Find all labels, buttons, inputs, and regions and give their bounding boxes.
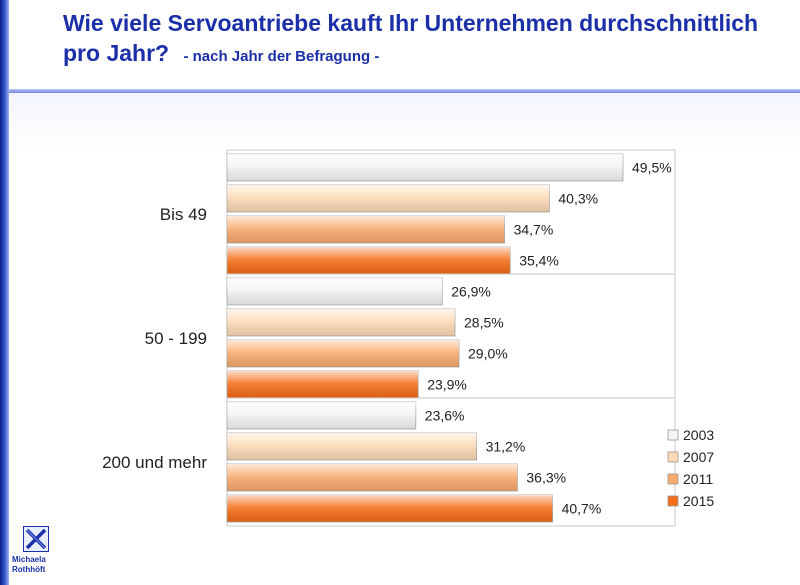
bar-shading	[227, 433, 477, 460]
data-label: 40,3%	[558, 191, 598, 207]
legend-swatch	[667, 473, 679, 485]
legend-swatch	[667, 451, 679, 463]
chart-area: Bis 49 49,5% 40,3% 34,7% 35,4% 50 - 199 26,9% 2…	[9, 93, 800, 585]
bar-shading	[227, 340, 459, 367]
header: Wie viele Servoantriebe kauft Ihr Untern…	[9, 0, 800, 88]
data-label: 35,4%	[519, 253, 559, 269]
legend-item: 2003	[667, 427, 714, 443]
bar-shading	[227, 402, 416, 429]
bar-shading	[227, 464, 518, 491]
logo-x-icon	[23, 526, 49, 552]
category-label: 200 und mehr	[102, 453, 207, 472]
data-label: 31,2%	[486, 439, 526, 455]
data-label: 28,5%	[464, 315, 504, 331]
bar-shading	[227, 309, 455, 336]
data-label: 26,9%	[451, 284, 491, 300]
category-label: 50 - 199	[145, 329, 207, 348]
legend-label: 2011	[683, 471, 713, 487]
bar-group: 50 - 199 26,9% 28,5% 29,0%23,9%	[145, 273, 676, 403]
legend: 2003 2007 2011 2015	[667, 427, 714, 509]
bar-shading	[227, 185, 550, 212]
page-title: Wie viele Servoantriebe kauft Ihr Untern…	[63, 8, 793, 72]
legend-item: 2011	[667, 471, 713, 487]
data-label: 23,6%	[425, 408, 465, 424]
category-label: Bis 49	[160, 205, 207, 224]
legend-item: 2007	[667, 449, 714, 465]
logo-text: Michaela Rothhöft	[12, 555, 62, 575]
legend-label: 2003	[683, 427, 714, 443]
legend-item: 2015	[667, 493, 714, 509]
bar-group: 200 und mehr 23,6% 31,2%36,3% 40,7%	[102, 397, 676, 527]
bar-shading	[227, 495, 553, 522]
legend-label: 2007	[683, 449, 714, 465]
data-label: 34,7%	[514, 222, 554, 238]
data-label: 49,5%	[632, 160, 672, 176]
bar-shading	[227, 247, 511, 274]
bar-shading	[227, 216, 505, 243]
data-label: 40,7%	[562, 501, 602, 517]
legend-swatch	[667, 429, 679, 441]
legend-swatch	[667, 495, 679, 507]
data-label: 36,3%	[526, 470, 566, 486]
bar-group: Bis 49 49,5% 40,3%34,7% 35,4%	[160, 149, 676, 279]
data-label: 23,9%	[427, 377, 467, 393]
subtitle-text: - nach Jahr der Befragung -	[183, 48, 380, 65]
bar-shading	[227, 278, 443, 305]
logo-line-1: Michaela	[12, 555, 46, 564]
data-label: 29,0%	[468, 346, 508, 362]
legend-label: 2015	[683, 493, 714, 509]
author-logo: Michaela Rothhöft	[12, 526, 62, 575]
header-rule	[9, 89, 800, 93]
left-accent-bar	[0, 0, 9, 585]
title-text: Wie viele Servoantriebe kauft Ihr Untern…	[63, 10, 759, 66]
bar-shading	[227, 154, 623, 181]
bar-chart: Bis 49 49,5% 40,3%34,7% 35,4% 50 - 199 26,9% 2…	[102, 149, 714, 527]
logo-line-2: Rothhöft	[12, 565, 46, 574]
bar-groups: Bis 49 49,5% 40,3%34,7% 35,4% 50 - 199 26,9% 2…	[102, 149, 676, 527]
bar-shading	[227, 371, 419, 398]
